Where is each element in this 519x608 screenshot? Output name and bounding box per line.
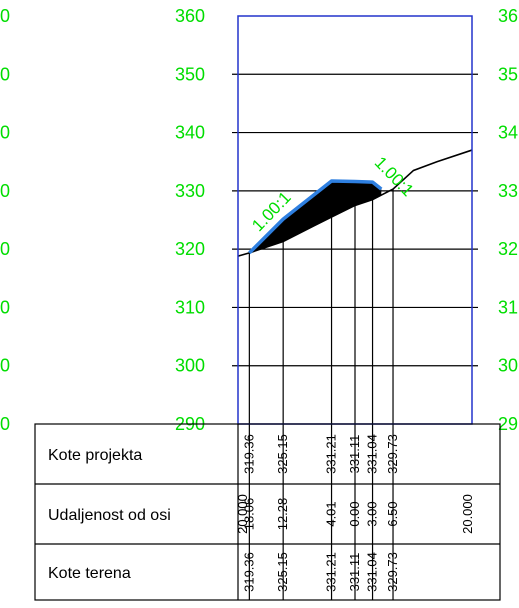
embankment-fill: [249, 180, 382, 253]
table-cell-value: 20.000: [235, 494, 250, 534]
left-edge-tick-label: 0: [0, 6, 10, 26]
elevation-tick-label: 350: [175, 64, 205, 84]
right-edge-tick-label: 36: [498, 6, 518, 26]
left-edge-tick-label: 0: [0, 181, 10, 201]
right-edge-tick-label: 34: [498, 123, 518, 143]
design-line: [248, 179, 383, 255]
table-cell-value: 331.04: [365, 434, 380, 474]
table-cell-value: 319.36: [241, 552, 256, 592]
elevation-tick-label: 320: [175, 239, 205, 259]
elevation-tick-label: 360: [175, 6, 205, 26]
table-cell-value: 329.73: [385, 434, 400, 474]
elevation-tick-label: 310: [175, 297, 205, 317]
left-edge-tick-label: 0: [0, 297, 10, 317]
left-edge-tick-label: 0: [0, 356, 10, 376]
table-cell-value: 3.00: [365, 501, 380, 526]
table-cell-value: 4.01: [324, 501, 339, 526]
left-edge-tick-label: 0: [0, 123, 10, 143]
table-cell-value: 331.04: [365, 552, 380, 592]
table-cell-value: 331.21: [324, 552, 339, 592]
left-edge-tick-label: 0: [0, 64, 10, 84]
right-edge-tick-label: 29: [498, 414, 518, 434]
right-edge-tick-label: 35: [498, 64, 518, 84]
ground-line: [237, 149, 473, 257]
table-border: [34, 423, 501, 601]
right-edge-tick-label: 31: [498, 297, 518, 317]
right-edge-tick-label: 33: [498, 181, 518, 201]
table-cell-value: 331.11: [347, 553, 362, 592]
right-edge-tick-label: 32: [498, 239, 518, 259]
table-cell-value: 325.15: [275, 552, 290, 592]
table-cell-value: 12.28: [275, 498, 290, 531]
table-cell-value: 0.00: [347, 501, 362, 526]
table-row-label: Udaljenost od osi: [48, 507, 171, 524]
table-cell-value: 331.21: [324, 434, 339, 474]
elevation-tick-label: 300: [175, 356, 205, 376]
table-cell-value: 20.000: [460, 494, 475, 534]
right-edge-tick-label: 30: [498, 356, 518, 376]
table-cell-value: 331.11: [347, 435, 362, 474]
table-row-label: Kote terena: [48, 565, 131, 582]
left-edge-tick-label: 0: [0, 239, 10, 259]
elevation-tick-label: 340: [175, 123, 205, 143]
grid: [232, 73, 478, 600]
left-edge-tick-label: 0: [0, 414, 10, 434]
table-row-label: Kote projekta: [48, 447, 142, 464]
table-cell-value: 319.36: [241, 434, 256, 474]
table-cell-value: 6.50: [385, 501, 400, 526]
elevation-tick-label: 330: [175, 181, 205, 201]
data-table: Kote projekta 319.36 325.15 331.21 331.11 331…: [34, 423, 501, 601]
table-cell-value: 18.06: [241, 498, 256, 531]
table-cell-value: 325.15: [275, 434, 290, 474]
table-cell-value: 329.73: [385, 552, 400, 592]
